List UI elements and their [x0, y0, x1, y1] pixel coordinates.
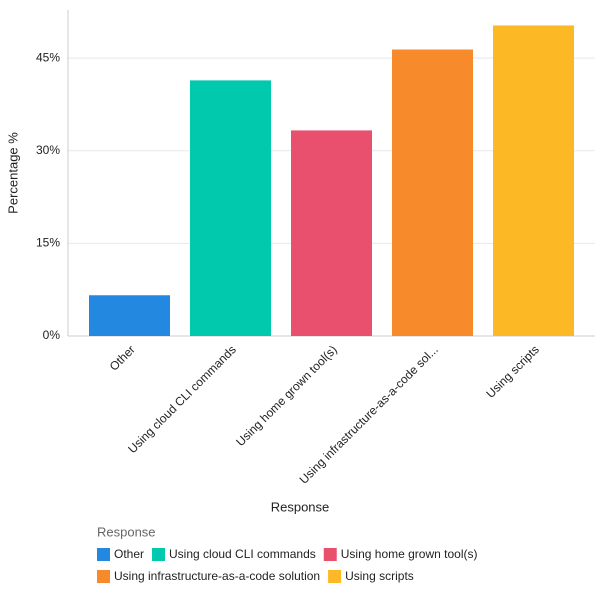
x-tick-label: Using scripts	[483, 342, 541, 400]
legend-swatch	[323, 548, 337, 561]
legend-title: Response	[97, 524, 156, 539]
legend-swatch	[328, 570, 342, 583]
legend-swatch	[97, 570, 110, 583]
y-tick-label: 0%	[43, 328, 61, 342]
x-axis-label: Response	[271, 499, 330, 514]
x-tick-label: Using home grown tool(s)	[233, 342, 340, 449]
legend-label: Using infrastructure-as-a-code solution	[114, 569, 320, 583]
legend-label: Other	[114, 547, 144, 561]
legend-label: Using cloud CLI commands	[169, 547, 316, 561]
y-tick-label: 15%	[36, 236, 60, 250]
x-tick-label: Other	[107, 342, 138, 373]
bar	[190, 80, 271, 337]
legend-label: Using home grown tool(s)	[341, 547, 478, 561]
legend-label: Using scripts	[345, 569, 414, 583]
bar	[493, 25, 574, 336]
bar	[291, 130, 372, 336]
y-tick-label: 45%	[36, 50, 60, 64]
y-axis-label: Percentage %	[5, 132, 20, 214]
legend-swatch	[97, 548, 110, 561]
bar	[392, 49, 473, 337]
y-tick-label: 30%	[36, 143, 60, 157]
x-tick-label: Using cloud CLI commands	[125, 342, 239, 456]
legend-swatch	[152, 548, 166, 561]
bar	[89, 295, 170, 336]
